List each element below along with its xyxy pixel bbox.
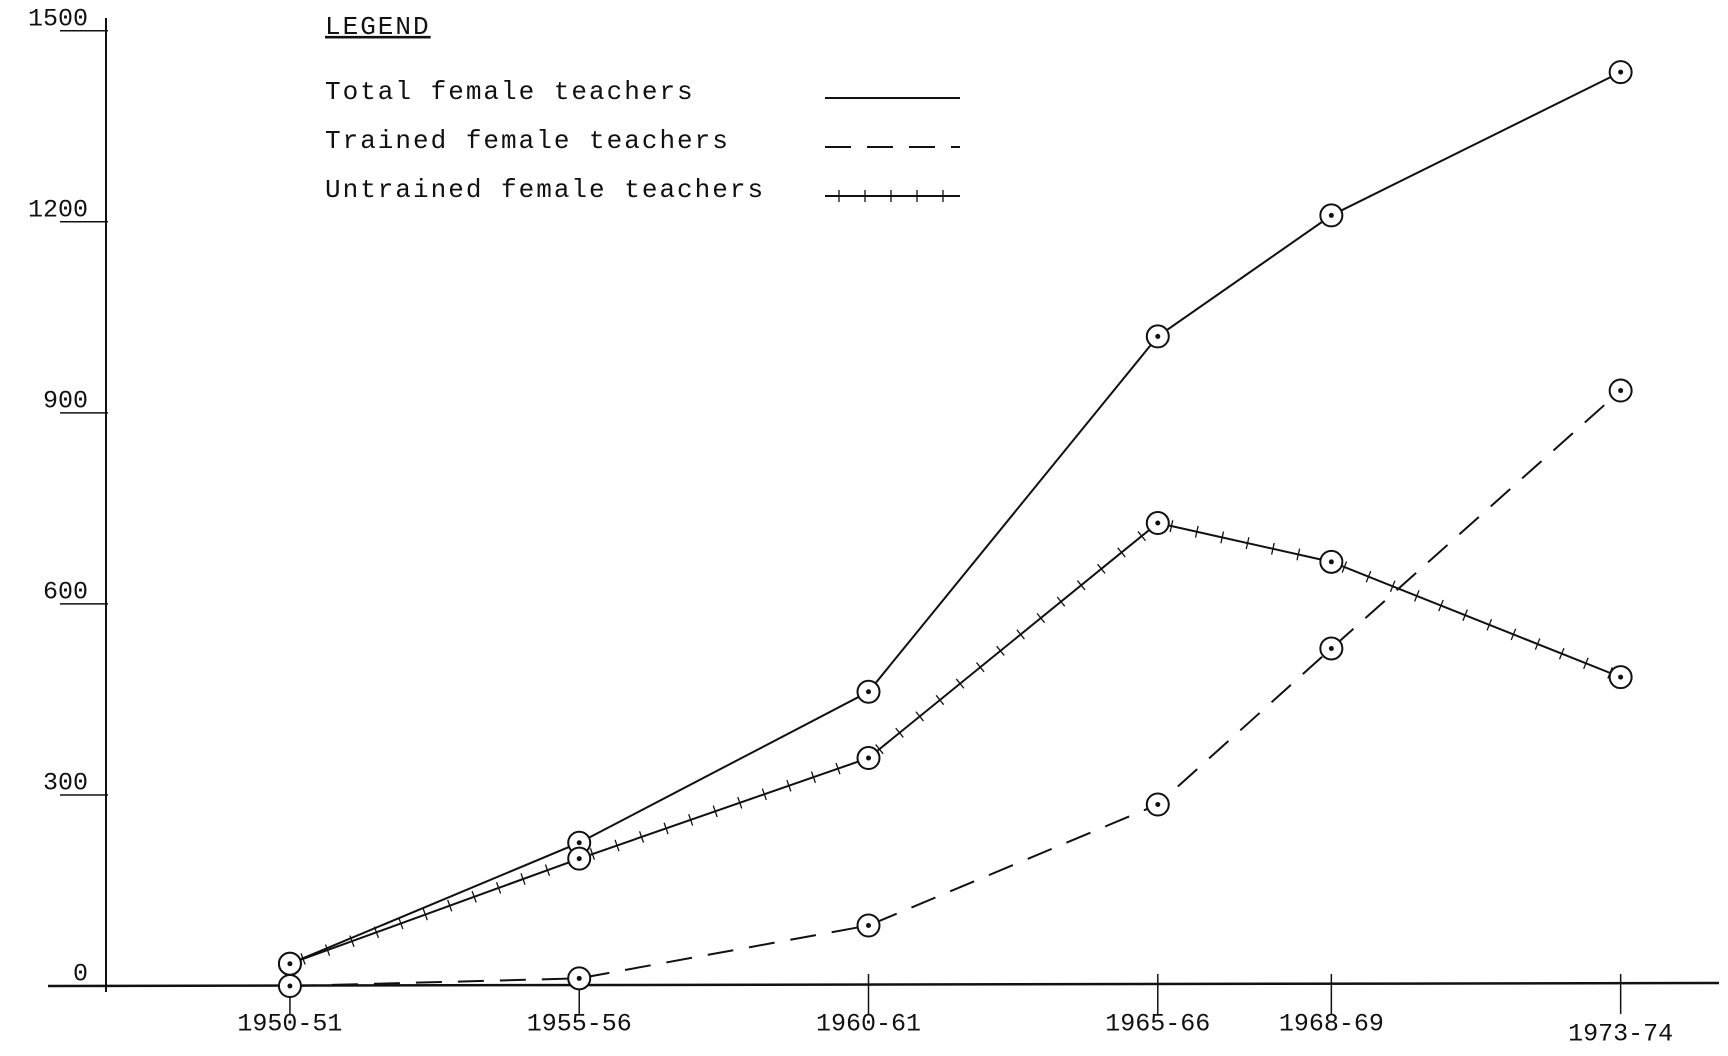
line-hatch xyxy=(1194,525,1199,538)
point-dot xyxy=(866,923,871,928)
x-tick-label: 1965-66 xyxy=(1105,1010,1210,1039)
line-hatch xyxy=(614,839,620,852)
line-hatch xyxy=(1341,561,1348,573)
legend-label: Trained female teachers xyxy=(325,126,730,156)
line-hatch xyxy=(1486,618,1493,631)
point-dot xyxy=(576,840,582,846)
line-hatch xyxy=(589,848,596,860)
point-dot xyxy=(1618,388,1624,394)
line-hatch xyxy=(996,645,1005,656)
point-dot xyxy=(866,689,871,695)
y-tick-label: 1200 xyxy=(28,195,88,224)
line-hatch xyxy=(737,796,743,809)
line-hatch xyxy=(1534,638,1541,650)
point-dot xyxy=(1328,559,1334,565)
line-hatch xyxy=(875,744,884,755)
line-hatch xyxy=(1558,647,1565,660)
point-dot xyxy=(1155,802,1161,807)
line-hatch xyxy=(1137,531,1147,542)
legend-title: LEGEND xyxy=(325,12,431,42)
line-hatch xyxy=(1365,570,1372,583)
y-tick-label: 0 xyxy=(73,960,88,989)
line-hatch xyxy=(688,813,694,826)
line-hatch xyxy=(398,917,404,930)
line-hatch xyxy=(915,711,925,722)
point-dot xyxy=(1328,645,1334,651)
point-dot xyxy=(1155,520,1161,526)
line-hatch xyxy=(520,873,526,885)
line-hatch xyxy=(1462,609,1468,621)
line-hatch xyxy=(1056,596,1066,607)
point-dot xyxy=(866,755,871,761)
point-dot xyxy=(1155,333,1161,339)
line-hatch xyxy=(1438,599,1444,612)
legend-label: Total female teachers xyxy=(325,77,695,107)
line-hatch xyxy=(300,953,306,965)
line-hatch xyxy=(955,678,965,689)
line-hatch xyxy=(975,662,985,673)
line-hatch xyxy=(935,694,945,706)
line-hatch xyxy=(1296,548,1301,561)
legend-label: Untrained female teachers xyxy=(325,175,765,205)
line-hatch xyxy=(761,788,767,801)
point-dot xyxy=(576,975,582,981)
y-tick-label: 300 xyxy=(43,769,88,798)
x-tick-label: 1968-69 xyxy=(1279,1010,1384,1039)
line-hatch xyxy=(422,908,428,921)
line-hatch xyxy=(471,890,477,903)
x-tick-label: 1960-61 xyxy=(816,1010,921,1039)
point-dot xyxy=(1618,69,1624,75)
x-tick-label: 1950-51 xyxy=(237,1010,342,1039)
point-dot xyxy=(576,856,582,862)
line-hatch xyxy=(1117,547,1126,558)
line-hatch xyxy=(1097,563,1106,574)
line-hatch xyxy=(544,864,551,877)
line-hatch xyxy=(1169,520,1174,533)
line-hatch xyxy=(1076,580,1086,591)
y-tick-label: 1500 xyxy=(28,4,88,33)
x-axis xyxy=(47,981,1720,988)
x-tick-label: 1973-74 xyxy=(1568,1020,1673,1049)
point-dot xyxy=(287,961,293,967)
line-hatch xyxy=(324,944,331,956)
line-hatch xyxy=(895,727,904,738)
line-hatch xyxy=(447,899,453,912)
line-hatch xyxy=(1245,537,1250,550)
line-hatch xyxy=(1016,629,1025,640)
line-hatch xyxy=(1583,657,1589,670)
line-hatch xyxy=(1036,612,1046,624)
point-dot xyxy=(287,983,293,989)
line-hatch xyxy=(810,771,817,784)
y-tick-label: 900 xyxy=(43,386,88,415)
y-tick-label: 600 xyxy=(43,578,88,607)
line-hatch xyxy=(663,822,669,835)
series-line xyxy=(289,71,1622,965)
line-hatch xyxy=(373,926,380,939)
line-hatch xyxy=(835,762,841,775)
series-line xyxy=(289,521,1622,965)
line-hatch xyxy=(1270,542,1275,555)
line-hatch xyxy=(1220,531,1225,544)
line-hatch xyxy=(1510,628,1517,641)
line-hatch xyxy=(495,882,502,894)
line-hatch xyxy=(1389,580,1396,593)
line-hatch xyxy=(349,935,355,948)
series-line xyxy=(289,389,1622,987)
x-tick-label: 1955-56 xyxy=(527,1010,632,1039)
line-hatch xyxy=(712,805,718,818)
line-hatch xyxy=(1413,590,1420,602)
line-hatch xyxy=(786,779,792,792)
point-dot xyxy=(1618,674,1624,680)
point-dot xyxy=(1328,212,1334,218)
line-hatch xyxy=(638,831,645,843)
